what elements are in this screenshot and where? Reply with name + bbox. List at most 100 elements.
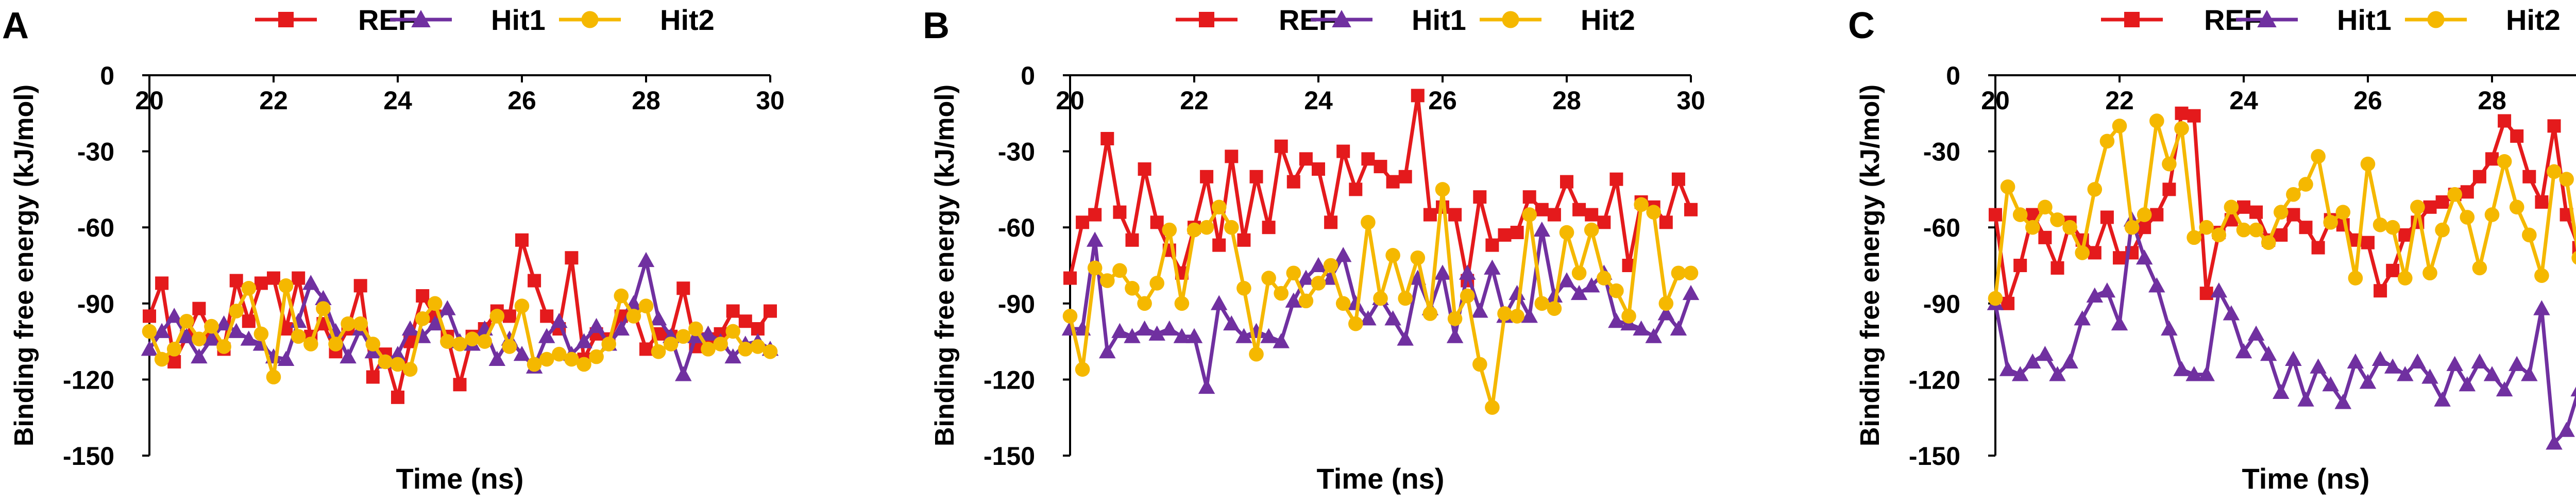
data-point-hit1 bbox=[2210, 282, 2228, 298]
data-point-hit1 bbox=[2421, 369, 2438, 384]
data-point-hit2 bbox=[179, 313, 194, 329]
data-point-hit2 bbox=[1298, 293, 1314, 309]
legend-marker bbox=[581, 11, 599, 28]
x-axis-title: Time (ns) bbox=[396, 462, 524, 495]
data-point-hit2 bbox=[2547, 164, 2562, 179]
data-point-hit1 bbox=[215, 315, 232, 331]
data-point-ref bbox=[1585, 208, 1599, 222]
data-point-hit2 bbox=[1361, 215, 1376, 230]
data-point-hit1 bbox=[2334, 394, 2352, 409]
data-point-hit1 bbox=[1148, 325, 1165, 341]
data-point-hit1 bbox=[1657, 305, 1675, 321]
x-tick-label: 20 bbox=[135, 86, 164, 115]
data-point-hit1 bbox=[2434, 391, 2451, 407]
legend-marker bbox=[2257, 10, 2277, 27]
data-point-hit1 bbox=[1161, 320, 1178, 336]
data-point-ref bbox=[1299, 152, 1313, 166]
data-point-hit2 bbox=[1062, 309, 1078, 324]
data-point-hit2 bbox=[192, 331, 207, 346]
data-point-ref bbox=[726, 304, 740, 318]
data-point-ref bbox=[1100, 132, 1114, 145]
data-point-ref bbox=[229, 274, 243, 288]
y-tick-label: -90 bbox=[998, 290, 1035, 319]
data-point-hit2 bbox=[328, 337, 343, 352]
data-point-hit2 bbox=[166, 342, 182, 357]
data-point-ref bbox=[2572, 241, 2576, 255]
data-point-hit2 bbox=[1385, 248, 1400, 263]
data-point-hit1 bbox=[1310, 257, 1327, 272]
data-point-hit2 bbox=[1559, 225, 1574, 240]
data-point-hit2 bbox=[1646, 205, 1661, 220]
data-point-hit1 bbox=[1397, 330, 1414, 346]
data-point-hit1 bbox=[1471, 303, 1488, 318]
data-point-hit2 bbox=[303, 337, 318, 352]
data-point-hit2 bbox=[1187, 222, 1202, 238]
x-tick-label: 20 bbox=[1981, 86, 2010, 115]
data-point-ref bbox=[1274, 139, 1288, 153]
data-point-hit2 bbox=[2286, 187, 2301, 202]
data-point-ref bbox=[2138, 221, 2151, 235]
data-point-hit2 bbox=[1274, 286, 1289, 301]
y-tick-label: 0 bbox=[100, 61, 114, 90]
panel-label: A bbox=[2, 5, 29, 46]
data-point-hit1 bbox=[427, 315, 444, 331]
data-point-hit1 bbox=[1297, 270, 1315, 285]
data-point-ref bbox=[1684, 203, 1698, 216]
data-point-hit2 bbox=[2248, 222, 2264, 238]
data-point-hit1 bbox=[1223, 315, 1240, 331]
data-point-hit2 bbox=[1671, 265, 1686, 281]
data-point-hit2 bbox=[638, 298, 654, 314]
y-tick-label: -120 bbox=[984, 365, 1035, 394]
data-point-hit1 bbox=[2136, 249, 2153, 265]
y-axis-title: Binding free energy (kJ/mol) bbox=[9, 85, 39, 446]
data-point-hit2 bbox=[2447, 187, 2463, 202]
series-hit2 bbox=[142, 278, 778, 384]
data-point-hit2 bbox=[527, 357, 542, 372]
data-point-hit2 bbox=[278, 278, 294, 293]
data-point-ref bbox=[2249, 205, 2263, 219]
x-axis-title: Time (ns) bbox=[2242, 462, 2370, 495]
series-hit1 bbox=[1987, 211, 2576, 450]
y-tick-label: -90 bbox=[77, 290, 114, 319]
data-point-ref bbox=[1398, 170, 1412, 183]
data-point-hit1 bbox=[439, 300, 456, 315]
data-point-hit1 bbox=[1446, 328, 1464, 343]
data-point-hit1 bbox=[2310, 358, 2327, 374]
data-point-hit1 bbox=[340, 348, 357, 364]
data-point-hit2 bbox=[2261, 235, 2276, 250]
data-point-hit2 bbox=[2422, 265, 2437, 281]
data-point-hit2 bbox=[415, 311, 430, 326]
data-point-ref bbox=[1286, 175, 1300, 189]
data-point-hit2 bbox=[725, 324, 740, 339]
data-point-ref bbox=[2100, 210, 2114, 224]
data-point-ref bbox=[1249, 170, 1263, 183]
data-point-hit2 bbox=[2410, 199, 2425, 215]
data-point-hit2 bbox=[1547, 301, 1562, 316]
data-point-hit1 bbox=[401, 320, 419, 336]
data-point-hit2 bbox=[1211, 199, 1227, 215]
x-tick-label: 24 bbox=[383, 86, 412, 115]
data-point-hit1 bbox=[2459, 376, 2476, 392]
data-point-hit2 bbox=[154, 352, 170, 367]
data-point-ref bbox=[1374, 160, 1387, 174]
data-point-hit1 bbox=[1099, 343, 1116, 359]
x-tick-label: 22 bbox=[2105, 86, 2134, 115]
data-point-ref bbox=[1125, 233, 1139, 247]
legend-marker bbox=[2124, 12, 2140, 27]
data-point-hit1 bbox=[2185, 366, 2202, 381]
x-tick-label: 20 bbox=[1056, 86, 1084, 115]
data-point-hit2 bbox=[514, 298, 530, 314]
data-point-hit1 bbox=[575, 333, 592, 348]
legend-item-hit1: Hit1 bbox=[390, 4, 546, 36]
data-point-hit2 bbox=[577, 357, 591, 372]
legend-item-ref: REF bbox=[2101, 4, 2262, 36]
legend-label: Hit1 bbox=[491, 4, 546, 36]
data-point-ref bbox=[2175, 106, 2189, 120]
data-point-hit2 bbox=[1162, 222, 1177, 238]
data-point-hit2 bbox=[378, 354, 393, 370]
y-axis-title: Binding free energy (kJ/mol) bbox=[930, 85, 960, 446]
data-point-hit2 bbox=[2509, 199, 2524, 215]
data-point-hit2 bbox=[539, 352, 554, 367]
data-point-hit1 bbox=[2074, 310, 2091, 326]
